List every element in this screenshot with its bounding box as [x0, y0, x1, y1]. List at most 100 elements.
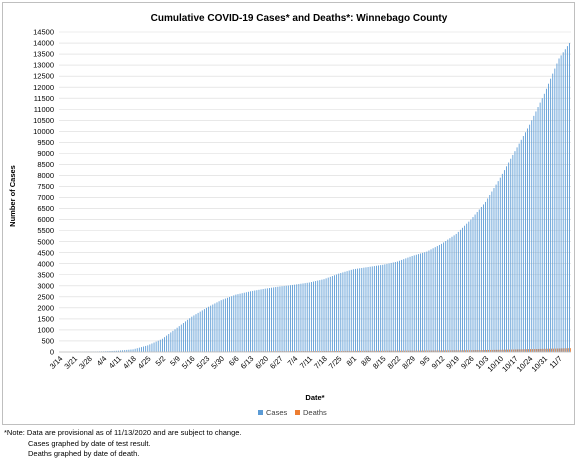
bar-cases	[420, 253, 421, 352]
bar-cases	[413, 255, 415, 352]
bar-deaths	[412, 350, 414, 352]
bar-deaths	[383, 350, 385, 352]
bar-deaths	[460, 350, 462, 352]
x-tick-label: 4/11	[107, 354, 123, 370]
bar-cases	[269, 288, 270, 352]
bar-cases	[258, 289, 260, 352]
bar-deaths	[322, 351, 324, 352]
y-tick-label: 8500	[37, 160, 54, 169]
bar-deaths	[295, 351, 296, 352]
y-tick-label: 3500	[37, 270, 54, 279]
bar-deaths	[345, 350, 347, 352]
bar-deaths	[431, 350, 433, 352]
bar-cases	[149, 344, 151, 352]
bar-cases	[113, 350, 115, 352]
bar-deaths	[379, 350, 380, 352]
bar-deaths	[553, 348, 555, 352]
bar-cases	[273, 287, 275, 352]
bar-deaths	[471, 350, 473, 352]
y-tick-label: 12500	[33, 72, 54, 81]
bar-deaths	[523, 349, 525, 352]
bar-cases	[141, 347, 142, 352]
y-axis-ticks: 0 500 1000 1500 2000 2500 3000 3500 4000 4500 5000…	[33, 28, 54, 357]
bar-cases	[336, 274, 338, 352]
y-tick-label: 9500	[37, 138, 54, 147]
bar-deaths	[311, 351, 313, 352]
x-tick-label: 5/2	[154, 354, 168, 368]
bar-cases	[525, 132, 526, 352]
x-tick-label: 10/10	[485, 354, 505, 374]
bar-cases	[491, 191, 493, 352]
bar-deaths	[532, 349, 534, 352]
bar-cases	[357, 268, 359, 352]
bar-cases	[250, 291, 251, 352]
bar-deaths	[488, 349, 489, 352]
chart: Cumulative COVID-19 Cases* and Deaths*: …	[8, 13, 571, 417]
bar-cases	[109, 351, 111, 352]
y-tick-label: 11500	[34, 94, 54, 103]
footnote-line-1: *Note: Data are provisional as of 11/13/…	[4, 428, 242, 437]
bar-deaths	[370, 350, 372, 352]
bar-deaths	[343, 350, 345, 352]
x-tick-label: 9/5	[418, 354, 432, 368]
footnote-line-3: Deaths graphed by date of death.	[28, 449, 140, 458]
y-tick-label: 0	[50, 348, 54, 357]
bar-deaths	[527, 349, 529, 352]
bar-cases	[386, 263, 388, 352]
bar-deaths	[410, 350, 412, 352]
bar-cases	[222, 299, 224, 352]
bar-deaths	[458, 350, 460, 352]
bar-deaths	[513, 349, 515, 352]
bar-deaths	[456, 350, 458, 352]
bar-cases	[344, 271, 346, 352]
bar-cases	[361, 267, 363, 352]
bar-cases	[409, 256, 411, 352]
bar-cases	[531, 120, 533, 352]
bar-deaths	[381, 350, 382, 352]
bar-cases	[554, 68, 556, 353]
bar-deaths	[303, 351, 305, 352]
bar-cases	[227, 297, 228, 352]
bar-cases	[566, 46, 568, 352]
bar-cases	[355, 268, 356, 352]
bar-cases	[136, 348, 138, 352]
bar-deaths	[540, 348, 542, 352]
bar-cases	[543, 93, 545, 353]
bar-cases	[214, 303, 216, 352]
bar-cases	[262, 289, 264, 352]
bar-cases	[560, 55, 562, 353]
bar-cases	[256, 290, 258, 352]
bar-cases	[231, 296, 233, 352]
bar-cases	[155, 341, 157, 352]
bar-cases	[369, 266, 371, 352]
bar-deaths	[288, 351, 290, 352]
bar-deaths	[389, 350, 391, 352]
bar-cases	[466, 223, 468, 352]
x-tick-label: 7/25	[327, 354, 344, 371]
bar-deaths	[465, 350, 466, 352]
bar-deaths	[483, 350, 485, 352]
bar-deaths	[435, 350, 437, 352]
bar-cases	[499, 177, 501, 352]
bar-deaths	[397, 350, 399, 352]
x-tick-label: 4/18	[121, 354, 138, 371]
bar-deaths	[330, 351, 332, 352]
bar-deaths	[301, 351, 303, 352]
bar-deaths	[479, 350, 481, 352]
bar-cases	[325, 278, 327, 352]
bar-cases	[359, 268, 361, 352]
bar-cases	[443, 242, 445, 352]
bar-cases	[376, 265, 377, 352]
legend-label-deaths: Deaths	[303, 408, 327, 417]
bar-deaths	[347, 350, 349, 352]
x-tick-label: 9/12	[430, 354, 447, 371]
bar-cases	[294, 284, 296, 352]
x-axis-title: Date*	[305, 393, 324, 402]
bar-cases	[115, 350, 117, 352]
bar-cases	[541, 98, 543, 352]
bar-cases	[384, 264, 386, 352]
bar-deaths	[387, 350, 389, 352]
bar-deaths	[525, 349, 527, 352]
bar-cases	[394, 261, 396, 352]
bar-cases	[346, 271, 348, 352]
